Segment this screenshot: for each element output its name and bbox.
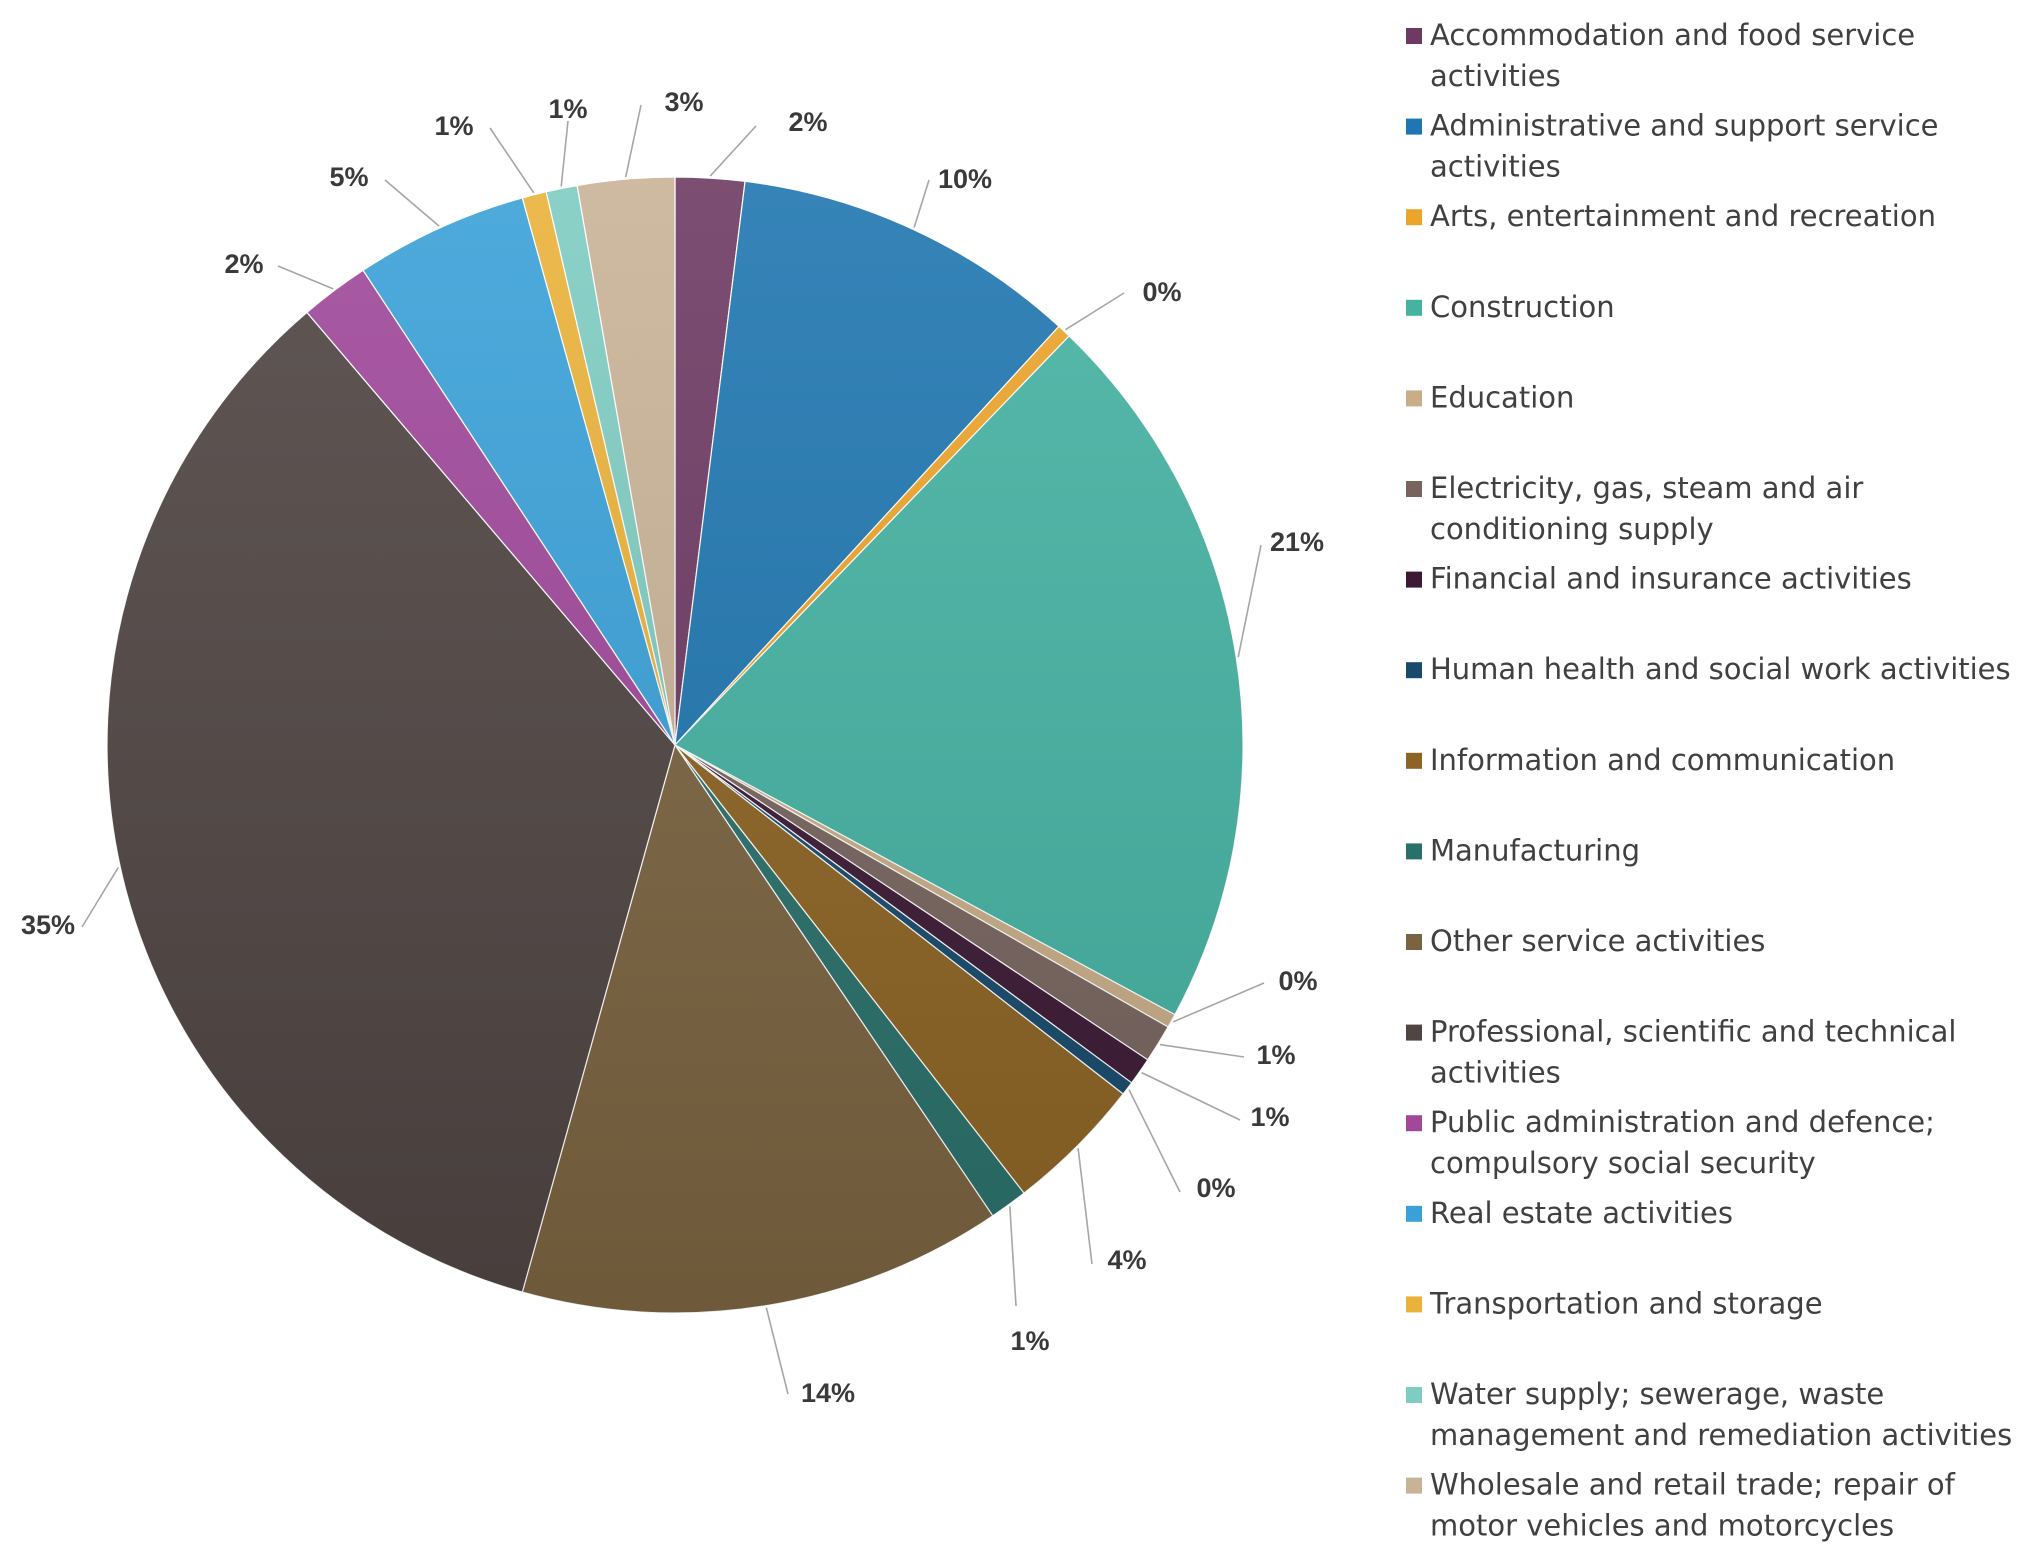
- data-label: 5%: [329, 162, 368, 192]
- legend-swatch: [1406, 209, 1422, 226]
- legend-label: activities: [1430, 150, 1561, 184]
- legend-item: Accommodation and food service activities: [1406, 18, 1915, 93]
- legend-label: Administrative and support service: [1430, 109, 1939, 143]
- legend-item: Water supply; sewerage, waste management …: [1406, 1377, 2012, 1452]
- legend-swatch: [1406, 390, 1422, 407]
- legend-label: Transportation and storage: [1429, 1286, 1823, 1320]
- legend-item: Real estate activities: [1406, 1196, 1733, 1230]
- label-leader-line: [489, 127, 535, 194]
- label-leader-line: [384, 179, 440, 227]
- legend-item: Electricity, gas, steam and air condition…: [1406, 471, 1863, 546]
- data-label: 0%: [1142, 277, 1181, 307]
- legend-swatch: [1406, 662, 1422, 679]
- label-leader-line: [1237, 544, 1262, 658]
- legend-label: activities: [1430, 59, 1561, 93]
- legend-label: Public administration and defence;: [1430, 1105, 1935, 1139]
- legend-swatch: [1406, 1477, 1422, 1494]
- legend-swatch: [1406, 1115, 1422, 1132]
- label-leader-line: [1172, 982, 1265, 1023]
- legend-label: Construction: [1430, 290, 1615, 324]
- legend-label: Real estate activities: [1430, 1196, 1733, 1230]
- legend-item: Administrative and support service activi…: [1406, 109, 1939, 184]
- legend-item: Financial and insurance activities: [1406, 562, 1912, 596]
- legend-label: Professional, scientific and technical: [1430, 1015, 1956, 1049]
- legend-label: Information and communication: [1430, 743, 1895, 777]
- label-leader-line: [1141, 1071, 1241, 1121]
- data-labels: 2% 10% 0% 21% 0% 1% 1% 0% 4% 1% 14% 35% 2% 5% 1% 1% 3%: [21, 87, 1324, 1408]
- label-leader-line: [624, 104, 642, 178]
- legend-item: Education: [1406, 380, 1574, 414]
- data-label: 14%: [801, 1378, 855, 1408]
- legend-label: compulsory social security: [1430, 1146, 1816, 1180]
- label-leader-line: [1159, 1043, 1245, 1058]
- legend-item: Arts, entertainment and recreation: [1406, 199, 1936, 233]
- data-label-leaders: [81, 104, 1265, 1395]
- legend-item: Transportation and storage: [1406, 1286, 1823, 1320]
- legend-label: activities: [1430, 1056, 1561, 1090]
- label-leader-line: [765, 1307, 789, 1395]
- pie-slices: [106, 176, 1244, 1314]
- legend-swatch: [1406, 1296, 1422, 1313]
- legend-swatch: [1406, 118, 1422, 135]
- legend: Accommodation and food service activities…: [1406, 18, 2012, 1543]
- legend-item: Wholesale and retail trade; repair of mot…: [1406, 1468, 1956, 1543]
- data-label: 0%: [1196, 1173, 1235, 1203]
- label-leader-line: [560, 120, 569, 187]
- legend-label: Electricity, gas, steam and air: [1430, 471, 1863, 505]
- label-leader-line: [1077, 1148, 1093, 1265]
- legend-label: Manufacturing: [1430, 833, 1640, 867]
- legend-label: Arts, entertainment and recreation: [1430, 199, 1936, 233]
- legend-swatch: [1406, 1205, 1422, 1222]
- data-label: 0%: [1278, 966, 1317, 996]
- legend-item: Construction: [1406, 290, 1615, 324]
- label-leader-line: [277, 265, 334, 290]
- label-leader-line: [1064, 292, 1125, 331]
- legend-label: Financial and insurance activities: [1430, 562, 1912, 596]
- legend-swatch: [1406, 752, 1422, 769]
- data-label: 2%: [788, 107, 827, 137]
- legend-swatch: [1406, 843, 1422, 860]
- data-label: 3%: [664, 87, 703, 117]
- legend-swatch: [1406, 1024, 1422, 1041]
- label-leader-line: [709, 125, 757, 177]
- legend-item: Human health and social work activities: [1406, 652, 2011, 686]
- legend-item: Information and communication: [1406, 743, 1895, 777]
- legend-item: Other service activities: [1406, 924, 1765, 958]
- legend-item: Manufacturing: [1406, 833, 1640, 867]
- legend-label: motor vehicles and motorcycles: [1430, 1509, 1894, 1543]
- legend-swatch: [1406, 1387, 1422, 1403]
- data-label: 35%: [21, 910, 75, 940]
- legend-item: Professional, scientific and technical ac…: [1406, 1015, 1956, 1090]
- data-label: 4%: [1107, 1245, 1146, 1275]
- data-label: 1%: [434, 111, 473, 141]
- data-label: 1%: [548, 94, 587, 124]
- data-label: 1%: [1250, 1102, 1289, 1132]
- legend-swatch: [1406, 28, 1422, 44]
- label-leader-line: [913, 179, 930, 228]
- data-label: 2%: [224, 249, 263, 279]
- legend-swatch: [1406, 299, 1422, 316]
- legend-label: Wholesale and retail trade; repair of: [1430, 1468, 1956, 1502]
- data-label: 1%: [1010, 1326, 1049, 1356]
- legend-label: Other service activities: [1430, 924, 1765, 958]
- legend-swatch: [1406, 571, 1422, 588]
- legend-label: conditioning supply: [1430, 512, 1714, 546]
- legend-label: Water supply; sewerage, waste: [1430, 1377, 1884, 1411]
- legend-label: Accommodation and food service: [1430, 18, 1915, 52]
- legend-swatch: [1406, 934, 1422, 950]
- legend-swatch: [1406, 481, 1422, 497]
- label-leader-line: [81, 866, 119, 928]
- data-label: 21%: [1270, 527, 1324, 557]
- legend-label: Education: [1430, 380, 1574, 414]
- legend-label: management and remediation activities: [1430, 1418, 2012, 1452]
- legend-label: Human health and social work activities: [1430, 652, 2011, 686]
- label-leader-line: [1009, 1206, 1017, 1307]
- legend-item: Public administration and defence; compul…: [1406, 1105, 1935, 1180]
- data-label: 1%: [1256, 1040, 1295, 1070]
- data-label: 10%: [938, 164, 992, 194]
- label-leader-line: [1128, 1089, 1181, 1193]
